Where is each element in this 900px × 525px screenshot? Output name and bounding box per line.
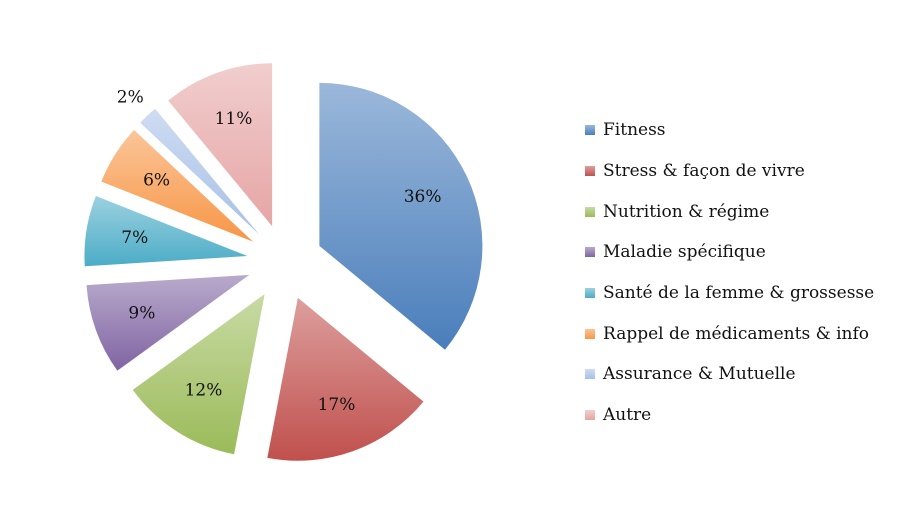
legend-swatch [585,206,595,217]
legend-swatch [585,125,595,136]
legend-item: Santé de la femme & grossesse [585,273,874,314]
slice-value-label: 7% [121,228,148,248]
pie-slice-assurance-mutuelle [140,108,259,235]
slice-value-label: 11% [215,109,253,129]
legend-item: Stress & façon de vivre [585,151,874,192]
legend-item: Nutrition & régime [585,191,874,232]
slice-value-label: 17% [318,395,356,415]
slice-value-label: 9% [128,304,155,324]
legend-item: Assurance & Mutuelle [585,354,874,395]
legend-label: Nutrition & régime [603,201,770,222]
legend-label: Maladie spécifique [603,242,766,263]
legend-label: Assurance & Mutuelle [603,364,796,385]
legend-label: Rappel de médicaments & info [603,323,870,344]
legend-item: Maladie spécifique [585,232,874,273]
slice-value-label: 12% [185,380,223,400]
legend-swatch [585,328,595,339]
legend-label: Santé de la femme & grossesse [603,283,875,304]
legend-swatch [585,410,595,421]
legend-label: Fitness [603,120,666,141]
legend-item: Rappel de médicaments & info [585,313,874,354]
legend-label: Autre [603,405,652,426]
slice-value-label: 36% [404,187,442,207]
pie-slice-rappel-de-medicaments-info [101,130,253,242]
pie-slice-autre [168,63,273,227]
pie-slice-stress-facon-de-vivre [267,297,424,461]
legend-swatch [585,247,595,258]
legend: Fitness Stress & façon de vivre Nutritio… [585,110,874,436]
legend-label: Stress & façon de vivre [603,161,805,182]
pie-slice-fitness [319,82,483,350]
legend-item: Autre [585,395,874,436]
pie-slice-nutrition-regime [132,294,265,455]
slice-value-label: 6% [143,171,170,191]
slice-value-label: 2% [117,87,144,107]
legend-swatch [585,166,595,177]
legend-swatch [585,288,595,299]
pie-slice-maladie-specifique [86,274,250,371]
legend-item: Fitness [585,110,874,151]
pie-slice-sante-de-la-femme-grossesse [84,196,248,267]
legend-swatch [585,369,595,380]
